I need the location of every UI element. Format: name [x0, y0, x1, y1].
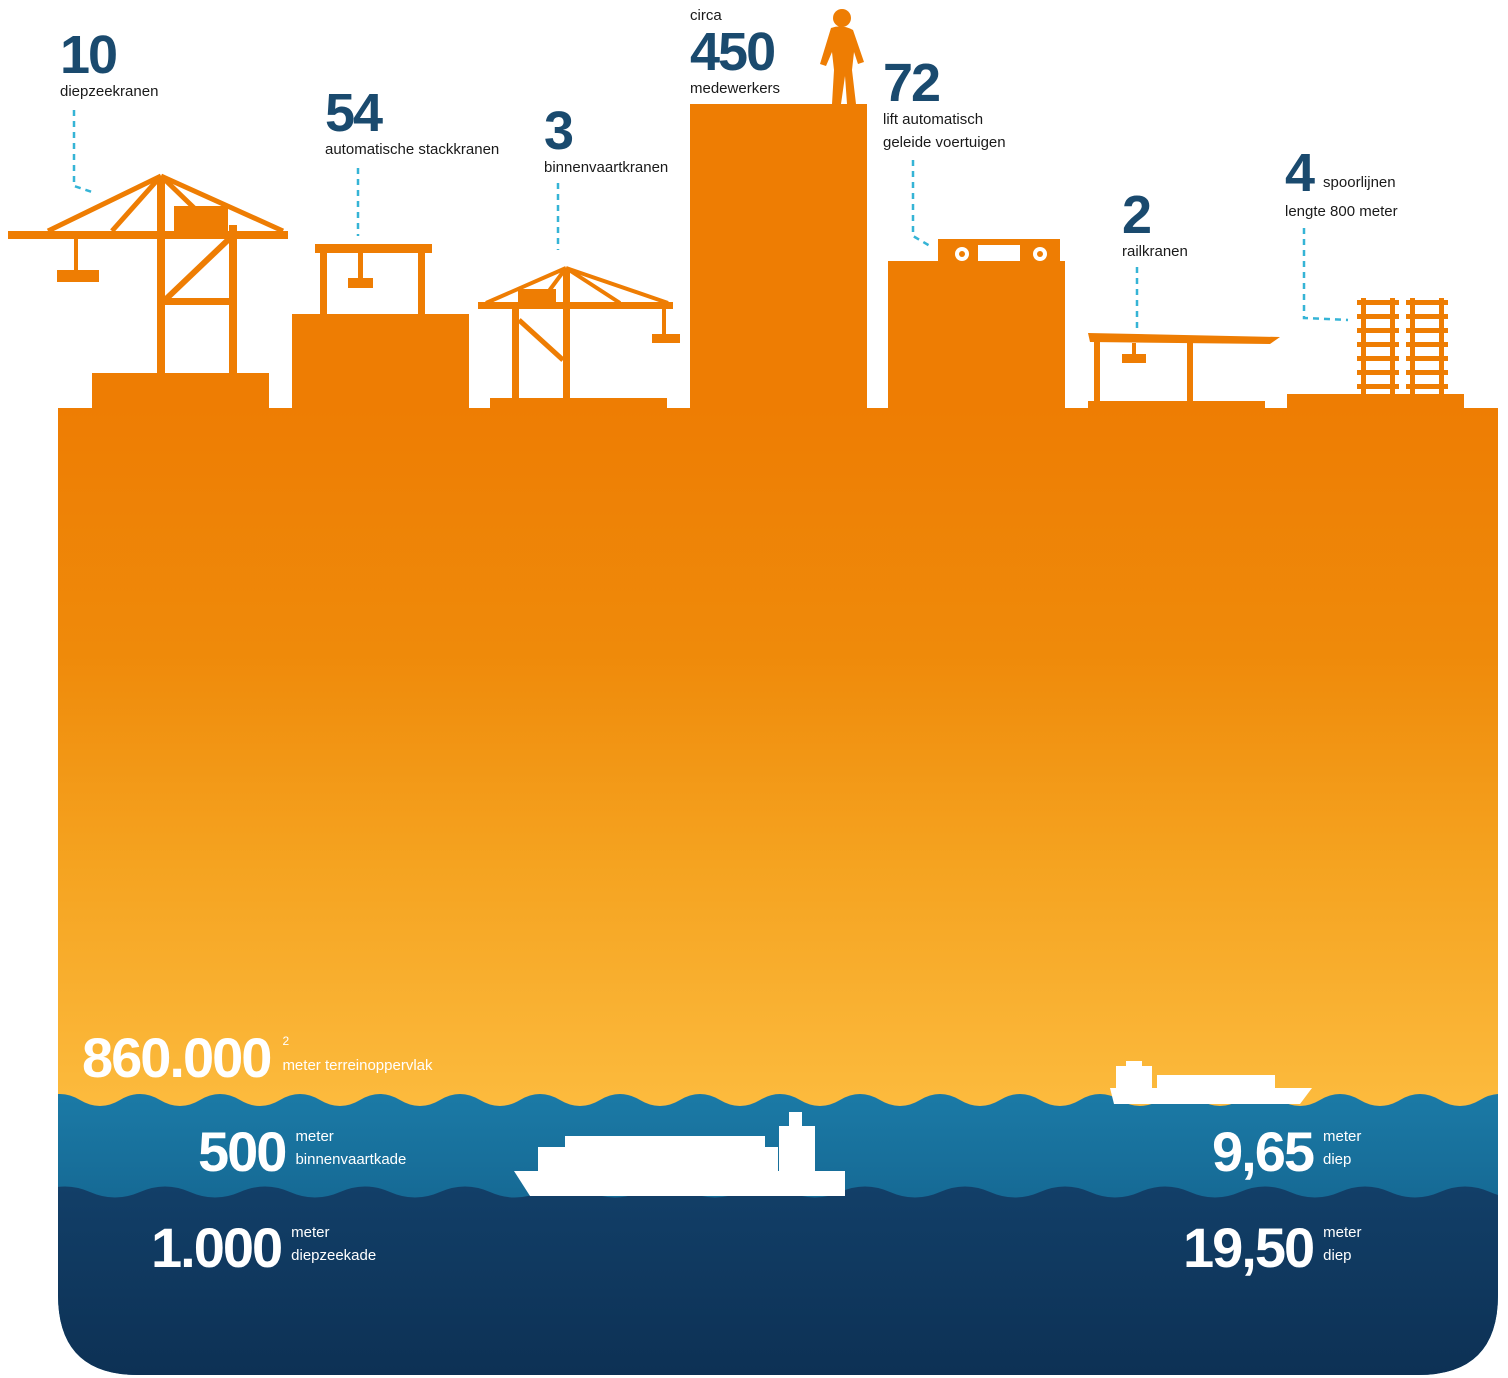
- stat-label-line2: binnenvaartkade: [295, 1151, 407, 1168]
- stat-label-line2: lengte 800 meter: [1285, 203, 1398, 220]
- stat-terreinoppervlak: 860.000 2 meter terreinoppervlak: [82, 1030, 433, 1086]
- stat-label: medewerkers: [690, 80, 781, 97]
- stat-diepzeekade: 1.000 meter diepzeekade: [151, 1220, 376, 1276]
- stat-diepte-diepzee: 19,50 meter diep: [1183, 1220, 1361, 1276]
- stat-label-line1: meter: [291, 1224, 330, 1241]
- stat-value: 4: [1285, 143, 1315, 203]
- stat-label: automatische stackkranen: [325, 141, 500, 158]
- rail-crane-icon: [1088, 333, 1280, 402]
- stat-value: 450: [690, 22, 776, 82]
- stat-medewerkers: circa 450 medewerkers: [690, 4, 780, 100]
- stat-spoorlijnen: 4 spoorlijnen lengte 800 meter: [1285, 146, 1398, 223]
- stat-label: binnenvaartkranen: [544, 159, 669, 176]
- leader-lines: [72, 110, 1349, 330]
- stat-binnenvaartkade: 500 meter binnenvaartkade: [198, 1124, 406, 1180]
- stat-value: 54: [325, 83, 383, 143]
- quay-crane-icon: [8, 173, 288, 374]
- stat-superscript: 2: [282, 1034, 290, 1048]
- stat-diepzeekranen: 10 diepzeekranen: [60, 28, 158, 103]
- stat-value: 500: [198, 1120, 287, 1183]
- stat-label-line2: geleide voertuigen: [883, 134, 1006, 151]
- water: [58, 1094, 1498, 1375]
- stat-label: railkranen: [1122, 243, 1188, 260]
- stat-diepte-binnenvaart: 9,65 meter diep: [1212, 1124, 1361, 1180]
- stat-label-line2: diep: [1323, 1247, 1352, 1264]
- stat-value: 10: [60, 25, 118, 85]
- container-ship-icon: [514, 1112, 845, 1196]
- stat-railkranen: 2 railkranen: [1122, 188, 1188, 263]
- stat-value: 72: [883, 53, 941, 113]
- stat-value: 9,65: [1212, 1120, 1315, 1183]
- terminal-ground: [58, 104, 1498, 1110]
- stat-prefix: circa: [690, 7, 722, 24]
- rail-track-icon: [1357, 298, 1448, 394]
- worker-icon: [820, 9, 864, 104]
- stat-label-line2: diepzeekade: [291, 1247, 377, 1264]
- barge-icon: [1110, 1061, 1312, 1104]
- stat-label: meter terreinoppervlak: [282, 1057, 433, 1074]
- stat-value: 2: [1122, 185, 1152, 245]
- stat-label-line2: diep: [1323, 1151, 1352, 1168]
- stat-label-line1: meter: [295, 1128, 334, 1145]
- stat-voertuigen: 72 lift automatisch geleide voertuigen: [883, 56, 1006, 154]
- stat-label-line1: meter: [1323, 1128, 1362, 1145]
- stat-label-line1: spoorlijnen: [1323, 174, 1396, 191]
- stat-label-line1: lift automatisch: [883, 111, 984, 128]
- stat-label-line1: meter: [1323, 1224, 1362, 1241]
- stat-label: diepzeekranen: [60, 83, 159, 100]
- barge-crane-icon: [478, 266, 680, 400]
- stat-binnenvaartkranen: 3 binnenvaartkranen: [544, 104, 668, 179]
- stat-value: 19,50: [1183, 1216, 1315, 1279]
- stack-crane-icon: [315, 244, 432, 315]
- stat-value: 3: [544, 101, 574, 161]
- agv-icon: [938, 239, 1060, 265]
- stat-stackkranen: 54 automatische stackkranen: [325, 86, 499, 161]
- stat-value: 1.000: [151, 1216, 283, 1279]
- stat-value: 860.000: [82, 1026, 272, 1089]
